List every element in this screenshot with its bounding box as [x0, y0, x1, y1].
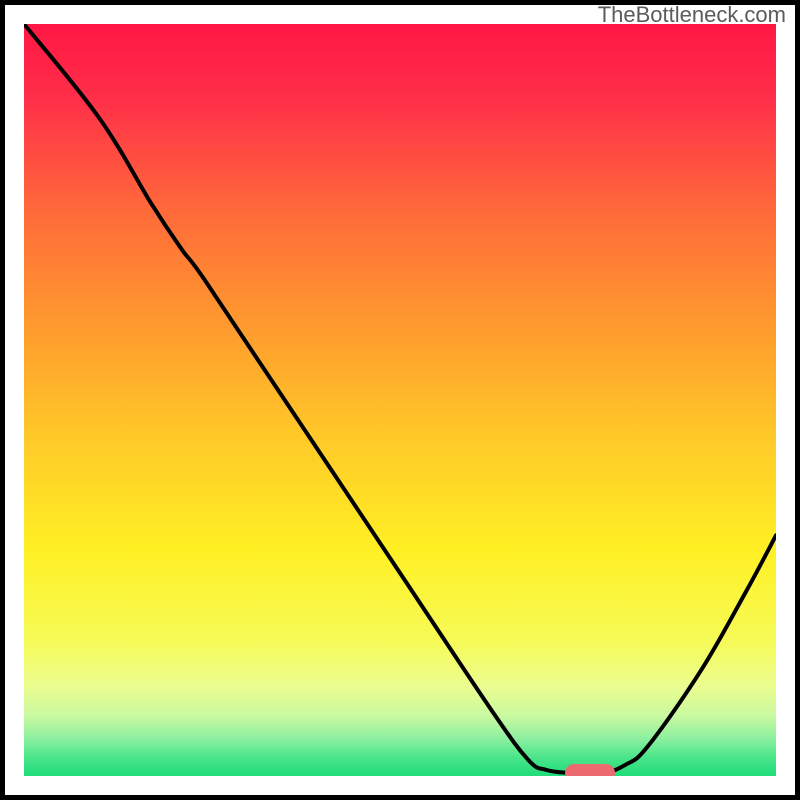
chart-plot-area — [24, 24, 776, 776]
chart-min-marker — [565, 764, 615, 776]
chart-curve-layer — [24, 24, 776, 776]
watermark-text: TheBottleneck.com — [598, 2, 786, 28]
